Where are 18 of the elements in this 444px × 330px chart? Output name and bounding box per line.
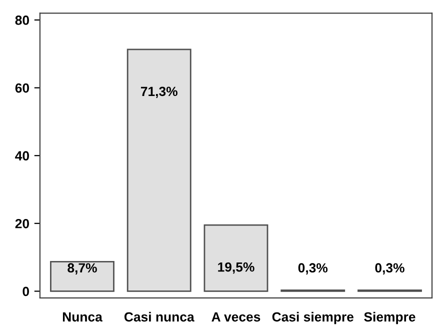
data-label: 19,5% bbox=[218, 262, 254, 274]
y-tick-label: 60 bbox=[15, 83, 30, 93]
bar bbox=[126, 48, 192, 292]
data-label: 0,3% bbox=[298, 263, 328, 274]
data-label: 8,7% bbox=[68, 263, 97, 274]
y-tick-label: 0 bbox=[22, 286, 30, 296]
data-label: 0,3% bbox=[375, 263, 404, 274]
data-label: 71,3% bbox=[140, 86, 178, 98]
x-tick-label: Siempre bbox=[364, 312, 416, 324]
x-tick-label: A veces bbox=[212, 312, 260, 322]
x-tick-label: Nunca bbox=[62, 312, 102, 322]
y-tick-label: 40 bbox=[15, 151, 30, 161]
y-tick-label: 80 bbox=[15, 16, 30, 25]
y-tick-label: 20 bbox=[15, 218, 30, 228]
bar bbox=[204, 224, 268, 292]
x-tick-label: Casi nunca bbox=[124, 312, 194, 322]
bar bbox=[50, 261, 114, 292]
x-tick-label: Casi siempre bbox=[272, 312, 354, 324]
